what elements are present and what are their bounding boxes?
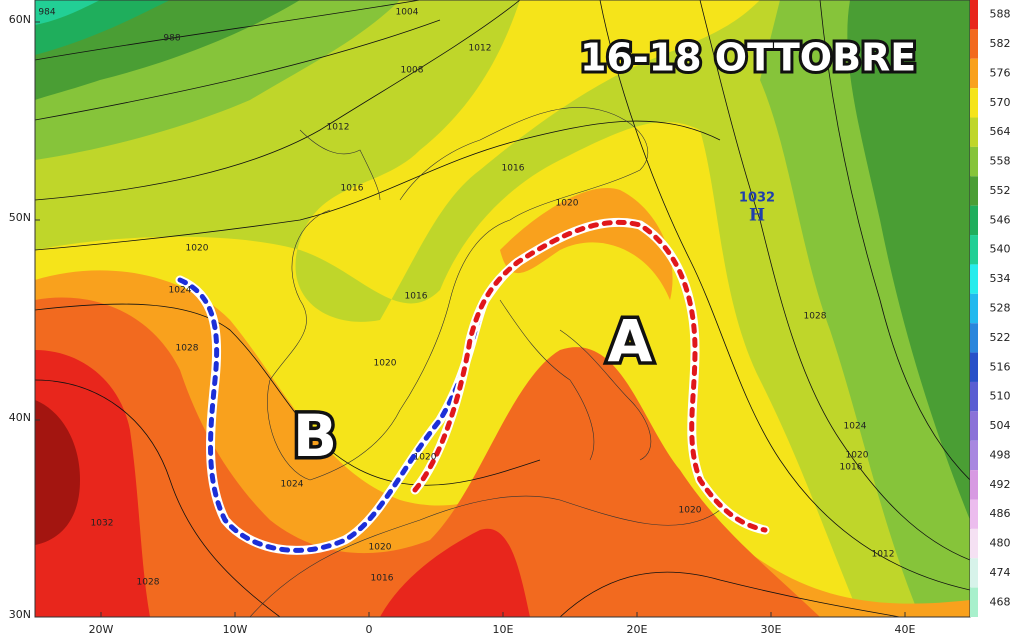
colorbar-label: 564 (990, 125, 1011, 138)
colorbar-label: 546 (990, 213, 1011, 226)
colorbar-label: 522 (990, 331, 1011, 344)
lat-label: 50N (9, 211, 31, 224)
colorbar-label: 552 (990, 184, 1011, 197)
isobar-label: 1008 (401, 66, 424, 76)
isobar-label: 1004 (396, 8, 419, 18)
colorbar-label: 558 (990, 155, 1011, 168)
isobar-label: 1020 (186, 244, 209, 254)
lon-label: 0 (366, 623, 373, 636)
colorbar-label: 528 (990, 302, 1011, 315)
colorbar-label: 510 (990, 390, 1011, 403)
isobar-label: 1020 (374, 359, 397, 369)
colorbar-swatch (970, 293, 978, 324)
lat-label: 60N (9, 13, 31, 26)
colorbar-label: 534 (990, 272, 1011, 285)
lat-label: 40N (9, 411, 31, 424)
map-title: 16-18 OTTOBRE (580, 36, 916, 80)
region-label: A (608, 307, 653, 375)
colorbar-label: 540 (990, 243, 1011, 256)
colorbar-label: 486 (990, 507, 1011, 520)
colorbar-swatch (970, 499, 978, 529)
isobar-label: 1024 (281, 480, 304, 490)
colorbar-label: 588 (990, 8, 1011, 21)
colorbar-label: 498 (990, 448, 1011, 461)
isobar-label: 1020 (414, 453, 437, 463)
lat-label: 30N (9, 608, 31, 621)
colorbar-label: 576 (990, 66, 1011, 79)
colorbar-swatch (970, 323, 978, 353)
isobar-label: 1028 (176, 344, 199, 354)
colorbar-label: 570 (990, 96, 1011, 109)
colorbar-swatch (970, 381, 978, 412)
isobar-label: 1012 (872, 550, 895, 560)
colorbar-swatch (970, 440, 978, 471)
isobar-label: 1016 (405, 292, 428, 302)
colorbar-swatch (970, 117, 978, 147)
colorbar-label: 492 (990, 478, 1011, 491)
colorbar-swatch (970, 528, 978, 559)
isobar-label: 1016 (341, 184, 364, 194)
isobar-label: 1020 (556, 199, 579, 209)
colorbar-swatch (970, 0, 978, 30)
lon-label: 10E (493, 623, 514, 636)
colorbar-swatch (970, 205, 978, 236)
isobar-label: 1016 (840, 463, 863, 473)
lon-label: 20W (89, 623, 114, 636)
colorbar-swatch (970, 470, 978, 500)
colorbar-swatch (970, 29, 978, 59)
isobar-label: 1028 (137, 578, 160, 588)
isobar-label: 1016 (502, 164, 525, 174)
colorbar-swatch (970, 146, 978, 177)
isobar-label: 1024 (844, 422, 867, 432)
geopotential-field: 16-18 OTTOBRE A B 1032 H 984 988 1004 1008 1… (35, 0, 970, 617)
isobar-label: 1028 (804, 312, 827, 322)
jet-axes (175, 217, 770, 555)
colorbar-swatch (970, 88, 978, 118)
isobar-label: 1024 (169, 286, 192, 296)
colorbar-swatch (970, 558, 978, 588)
colorbar-swatch (970, 587, 978, 617)
lon-label: 20E (627, 623, 648, 636)
colorbar-swatch (970, 176, 978, 206)
colorbar-swatch (970, 235, 978, 265)
coastlines (249, 107, 721, 617)
colorbar-label: 480 (990, 537, 1011, 550)
colorbar-swatch (970, 411, 978, 441)
colorbar-label: 474 (990, 566, 1011, 579)
high-value: 1032 (739, 191, 775, 206)
isobar-label: 984 (38, 8, 55, 18)
isobar-label: 1020 (369, 543, 392, 553)
isobar-label: 1012 (327, 123, 350, 133)
isobar-label: 1020 (679, 506, 702, 516)
isobar-label: 1032 (91, 519, 114, 529)
isobar-label: 988 (163, 34, 180, 44)
high-symbol: H (749, 206, 765, 226)
colorbar-swatch (970, 58, 978, 89)
isobars (35, 0, 970, 617)
lon-label: 10W (223, 623, 248, 636)
region-label: B (293, 402, 337, 470)
colorbar-swatch (970, 352, 978, 382)
isobar-label: 1016 (371, 574, 394, 584)
colorbar-swatch (970, 264, 978, 294)
lon-label: 40E (895, 623, 916, 636)
overlay: 60N 50N 40N 30N 20W 10W 0 10E 20E 30E 40E 588 582 576… (9, 0, 1011, 636)
colorbar-label: 468 (990, 595, 1011, 608)
isobar-label: 1012 (469, 44, 492, 54)
colorbar-label: 516 (990, 360, 1011, 373)
colorbar-label: 504 (990, 419, 1011, 432)
isobar-label: 1020 (846, 451, 869, 461)
lon-label: 30E (761, 623, 782, 636)
colorbar-label: 582 (990, 37, 1011, 50)
